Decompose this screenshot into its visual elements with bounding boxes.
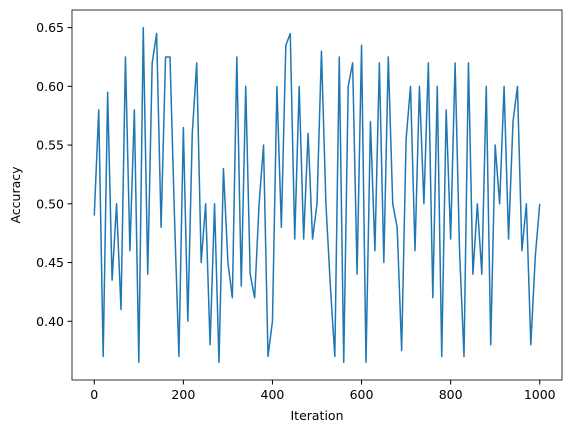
x-tick-label: 200: [171, 387, 195, 402]
y-tick-label: 0.45: [36, 255, 64, 270]
x-tick-label: 400: [261, 387, 285, 402]
y-tick-label: 0.40: [36, 314, 64, 329]
y-tick-label: 0.55: [36, 138, 64, 153]
x-tick-label: 600: [350, 387, 374, 402]
x-tick-label: 0: [90, 387, 98, 402]
x-tick-label: 1000: [524, 387, 556, 402]
data-line: [93, 26, 541, 364]
axes-frame: [71, 9, 563, 381]
x-tick-label: 800: [439, 387, 463, 402]
x-axis-label: Iteration: [290, 408, 343, 423]
y-tick-label: 0.60: [36, 79, 64, 94]
y-tick-label: 0.50: [36, 196, 64, 211]
y-tick-label: 0.65: [36, 20, 64, 35]
y-axis-label: Accuracy: [8, 166, 23, 224]
